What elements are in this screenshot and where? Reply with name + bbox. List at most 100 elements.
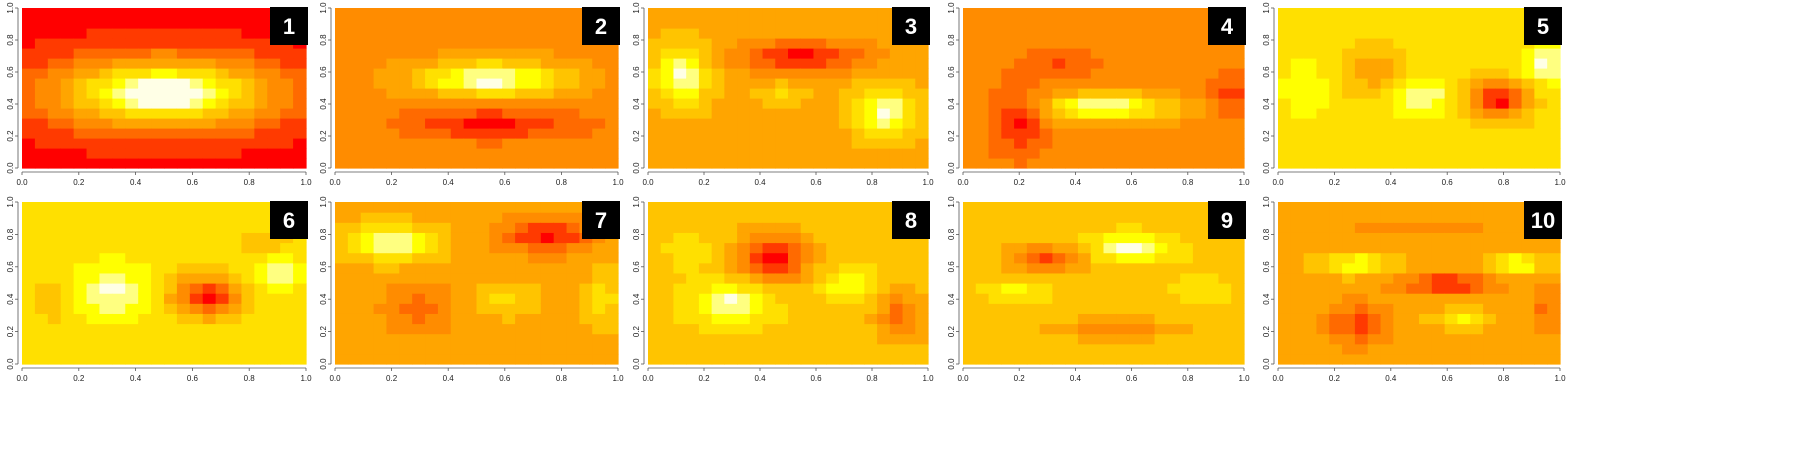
heatmap-cell (1001, 108, 1015, 119)
heatmap-cell (502, 303, 516, 314)
heatmap-cell (347, 212, 362, 223)
heatmap-panel-5: 0.0 0.2 0.4 0.6 0.8 1.00.00.20.40.60.81.05 (1262, 2, 1566, 187)
heatmap-cell (1470, 242, 1484, 254)
heatmap-cell (254, 98, 268, 109)
heatmap-cell (686, 293, 700, 304)
heatmap-cell (605, 58, 619, 69)
heatmap-cell (1457, 283, 1471, 294)
heatmap-cell (1342, 242, 1356, 254)
heatmap-cell (463, 333, 478, 345)
heatmap-cell (1406, 38, 1420, 49)
heatmap-cell (1290, 283, 1305, 294)
heatmap-cell (1167, 18, 1181, 29)
heatmap-cell (1103, 48, 1117, 59)
heatmap-cell (988, 38, 1002, 49)
x-tick-label: 0.6 (1442, 178, 1454, 187)
heatmap-cell (1077, 48, 1092, 59)
heatmap-cell (648, 108, 662, 119)
heatmap-cell (1231, 108, 1245, 119)
y-tick-label: 1.0 (6, 196, 15, 208)
heatmap-cell (463, 232, 478, 244)
heatmap-cell (1167, 158, 1181, 169)
heatmap-cell (1457, 313, 1471, 325)
heatmap-cell (1431, 303, 1446, 314)
x-tick-label: 1.0 (1554, 374, 1566, 383)
heatmap-cell (254, 212, 268, 223)
heatmap-cell (22, 222, 36, 233)
heatmap-cell (489, 222, 503, 233)
heatmap-cell (228, 68, 243, 79)
heatmap-cell (592, 138, 606, 149)
heatmap-cell (1218, 303, 1232, 314)
x-tick-label: 0.0 (1272, 374, 1284, 383)
heatmap-cell (515, 323, 529, 335)
heatmap-cell (1367, 293, 1382, 304)
heatmap-cell (975, 108, 990, 119)
heatmap-cell (813, 98, 827, 109)
heatmap-cell (673, 98, 687, 109)
heatmap-cell (86, 353, 101, 365)
heatmap-cell (73, 232, 88, 244)
heatmap-cell (566, 222, 581, 233)
heatmap-cell (1001, 343, 1015, 355)
heatmap-cell (1154, 38, 1168, 49)
y-tick-label: 0.0 (319, 162, 328, 174)
heatmap-cell (963, 18, 977, 29)
heatmap-cell (1154, 313, 1168, 325)
heatmap-cell (138, 212, 152, 223)
heatmap-cell (711, 343, 725, 355)
heatmap-cell (1406, 48, 1420, 59)
heatmap-cell (99, 58, 113, 69)
x-tick-label: 0.6 (499, 374, 511, 383)
heatmap-cell (1116, 252, 1130, 264)
heatmap-cell (527, 148, 542, 159)
heatmap-cell (335, 118, 349, 129)
heatmap-cell (360, 68, 375, 79)
heatmap-cell (1026, 212, 1041, 223)
heatmap-cell (838, 118, 853, 129)
heatmap-cell (826, 28, 840, 39)
heatmap-cell (1116, 353, 1130, 365)
heatmap-cell (425, 138, 439, 149)
heatmap-cell (605, 252, 619, 264)
heatmap-cell (1342, 283, 1356, 294)
heatmap-cell (1367, 232, 1382, 244)
heatmap-cell (1457, 78, 1471, 89)
heatmap-cell (673, 38, 687, 49)
heatmap-cell (1026, 58, 1041, 69)
heatmap-cell (347, 262, 362, 274)
heatmap-cell (1192, 242, 1207, 254)
heatmap-cell (698, 148, 713, 159)
heatmap-cell (605, 158, 619, 169)
heatmap-cell (1444, 303, 1459, 314)
heatmap-cell (1167, 313, 1181, 325)
heatmap-cell (241, 212, 255, 223)
heatmap-cell (540, 353, 555, 365)
heatmap-cell (1393, 148, 1407, 159)
heatmap-cell (1290, 18, 1305, 29)
heatmap-cell (915, 252, 929, 264)
heatmap-cell (724, 252, 738, 264)
heatmap-cell (1014, 108, 1028, 119)
heatmap-cell (1303, 28, 1318, 39)
heatmap-cell (293, 108, 307, 119)
heatmap-cell (851, 68, 865, 79)
heatmap-cell (1052, 252, 1066, 264)
heatmap-cell (1218, 353, 1232, 365)
heatmap-cell (762, 98, 776, 109)
panel-number-label: 8 (905, 208, 917, 233)
heatmap-cell (775, 8, 789, 19)
heatmap-cell (502, 28, 516, 39)
heatmap-cell (1090, 242, 1105, 254)
heatmap-cell (698, 158, 713, 169)
heatmap-cell (373, 78, 388, 89)
heatmap-cell (335, 58, 349, 69)
heatmap-cell (254, 118, 268, 129)
heatmap-cell (1001, 28, 1015, 39)
heatmap-cell (399, 303, 413, 314)
heatmap-cell (293, 353, 307, 365)
heatmap-cell (437, 293, 452, 304)
heatmap-cell (963, 108, 977, 119)
heatmap-cell (851, 222, 865, 233)
heatmap-cell (737, 313, 751, 325)
